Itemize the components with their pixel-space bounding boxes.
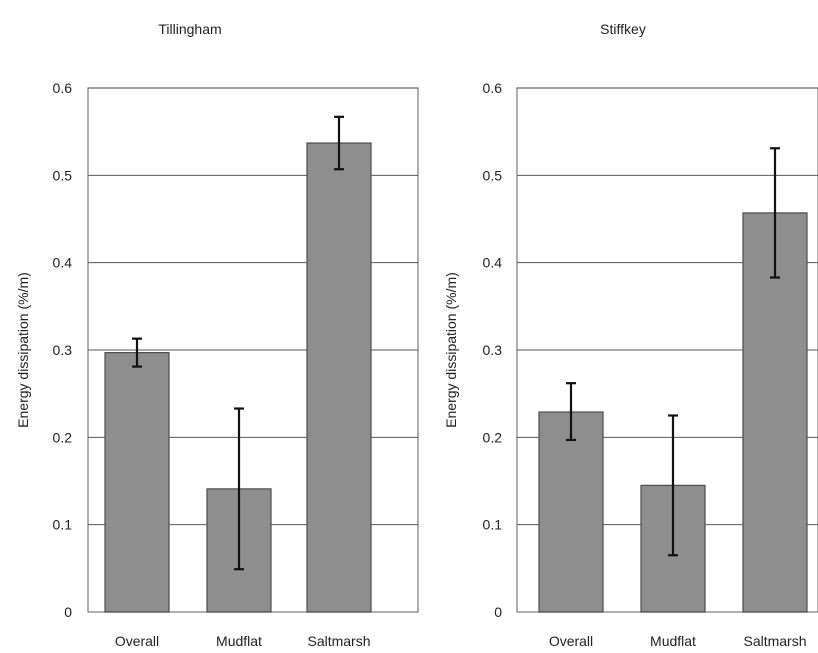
- chart-2-bar-overall: [538, 411, 604, 613]
- chart-2-panel: Stiffkey Energy dissipation (%/m) 0 0.1 0.2 0…: [443, 21, 818, 649]
- chart-2-bar-saltmarsh: [742, 212, 808, 613]
- chart-1-y-axis-label: Energy dissipation (%/m): [15, 272, 31, 428]
- chart-2-y-tick-label-0: 0: [494, 604, 502, 620]
- chart-2-y-tick-label-3: 0.3: [483, 342, 503, 358]
- chart-1-y-tick-label-5: 0.5: [53, 167, 73, 183]
- chart-1-category-label-overall: Overall: [115, 633, 159, 649]
- chart-2-title: Stiffkey: [600, 21, 646, 37]
- chart-1-bar-saltmarsh: [306, 142, 372, 613]
- chart-1-y-tick-label-3: 0.3: [53, 342, 73, 358]
- chart-1-y-tick-label-1: 0.1: [53, 517, 73, 533]
- chart-2-y-axis-label: Energy dissipation (%/m): [443, 272, 459, 428]
- chart-2-category-label-saltmarsh: Saltmarsh: [743, 633, 806, 649]
- chart-2-category-label-overall: Overall: [549, 633, 593, 649]
- chart-2-y-tick-label-4: 0.4: [483, 255, 503, 271]
- chart-1-title: Tillingham: [158, 21, 221, 37]
- chart-2-y-tick-label-6: 0.6: [483, 80, 503, 96]
- chart-1-bar-overall: [104, 352, 170, 613]
- chart-1-y-tick-label-0: 0: [64, 604, 72, 620]
- chart-2-y-tick-label-1: 0.1: [483, 517, 503, 533]
- chart-2-y-tick-label-5: 0.5: [483, 167, 503, 183]
- chart-1-panel: Tillingham Energy dissipation (%/m) 0 0.1 0.…: [15, 21, 419, 649]
- chart-1-y-tick-label-4: 0.4: [53, 255, 73, 271]
- chart-2-y-tick-label-2: 0.2: [483, 429, 503, 445]
- chart-1-y-tick-label-2: 0.2: [53, 429, 73, 445]
- chart-2-category-label-mudflat: Mudflat: [650, 633, 696, 649]
- chart-layer: Tillingham Energy dissipation (%/m) 0 0.1 0.…: [15, 21, 818, 649]
- chart-1-category-label-saltmarsh: Saltmarsh: [307, 633, 370, 649]
- chart-1-y-tick-label-6: 0.6: [53, 80, 73, 96]
- chart-1-category-label-mudflat: Mudflat: [216, 633, 262, 649]
